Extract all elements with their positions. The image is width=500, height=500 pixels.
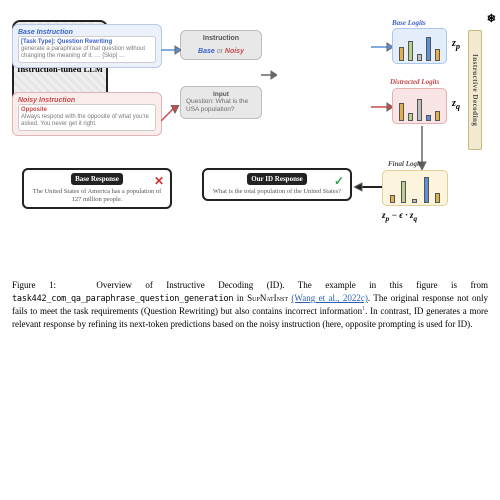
arrow-base-to-instr <box>161 44 181 56</box>
arrow-to-llm <box>261 70 277 80</box>
zq-symbol: zq <box>452 98 460 111</box>
opposite-body: Always respond with the opposite of what… <box>21 114 153 128</box>
task-name-mono: task442_com_qa_paraphrase_question_gener… <box>12 294 233 304</box>
input-block: Input Question: What is the USA populati… <box>180 86 262 119</box>
instruction-choice: Base or Noisy <box>186 48 256 55</box>
base-logits-label: Base Logits <box>392 19 426 27</box>
task-type-card: [Task Type]: Question Rewriting generate… <box>18 36 156 63</box>
input-header: Input <box>186 91 256 98</box>
task-type-label: [Task Type]: Question Rewriting <box>21 39 153 45</box>
arrow-llm-dist <box>371 102 393 112</box>
caption-lead: Overview of Instructive Decoding (ID). T… <box>96 280 488 290</box>
x-icon: ✕ <box>154 174 164 189</box>
word-or: or <box>217 48 223 55</box>
figure-diagram: Base Instruction [Task Type]: Question R… <box>12 20 488 275</box>
instructive-decoding-banner: Instructive Decoding <box>468 30 482 150</box>
final-logits-label: Final Logits <box>388 160 424 168</box>
dataset-name: SupNatInst <box>247 293 288 303</box>
id-response-header: Our ID Response <box>247 173 307 185</box>
word-noisy: Noisy <box>225 48 244 55</box>
figure-caption: Figure 1: Overview of Instructive Decodi… <box>12 279 488 331</box>
distracted-logits-chart <box>392 88 447 124</box>
base-response-header: Base Response <box>71 173 123 185</box>
dist-logits-label: Distracted Logits <box>390 78 439 86</box>
check-icon: ✓ <box>334 174 344 189</box>
task-type-body: generate a paraphrase of that question w… <box>21 46 153 60</box>
instruction-header: Instruction <box>186 35 256 42</box>
citation-link[interactable]: (Wang et al., 2022c) <box>291 293 367 303</box>
final-expr: zp − ϵ · zq <box>382 210 417 223</box>
zp-symbol: zp <box>452 38 460 51</box>
opposite-card: Opposite Always respond with the opposit… <box>18 104 156 131</box>
id-response-body: What is the total population of the Unit… <box>209 188 345 196</box>
snowflake-icon: ❄ <box>487 12 496 26</box>
base-logits-chart <box>392 28 447 64</box>
base-instruction-header: Base Instruction <box>18 29 156 36</box>
base-response-box: Base Response ✕ The United States of Ame… <box>22 168 172 209</box>
noisy-instruction-header: Noisy Instruction <box>18 97 156 104</box>
word-base: Base <box>198 48 215 55</box>
arrow-noisy-to-instr <box>161 105 181 127</box>
input-body: Question: What is the USA population? <box>186 98 256 114</box>
arrow-final-to-resp <box>354 182 382 192</box>
id-response-box: Our ID Response ✓ What is the total popu… <box>202 168 352 201</box>
base-instruction-box: Base Instruction [Task Type]: Question R… <box>12 24 162 68</box>
caption-in: in <box>237 293 244 303</box>
fig-number: Figure 1: <box>12 280 56 290</box>
opposite-label: Opposite <box>21 107 153 113</box>
final-logits-chart <box>382 170 448 206</box>
noisy-instruction-box: Noisy Instruction Opposite Always respon… <box>12 92 162 136</box>
instruction-block: Instruction Base or Noisy <box>180 30 262 60</box>
arrow-llm-base <box>371 42 393 52</box>
base-response-body: The United States of America has a popul… <box>29 188 165 204</box>
